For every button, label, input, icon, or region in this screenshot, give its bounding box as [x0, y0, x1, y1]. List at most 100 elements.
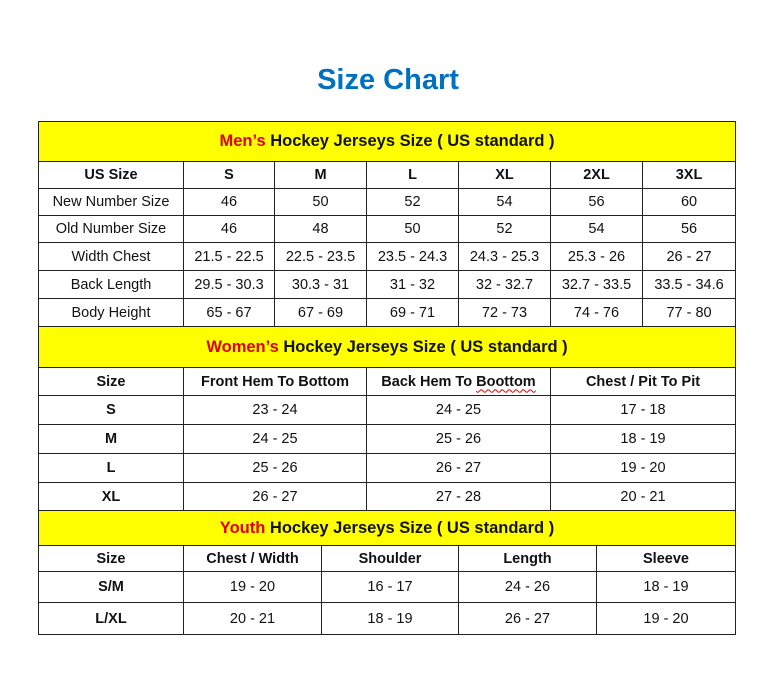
table-cell: 69 - 71 [366, 298, 459, 327]
table-cell: 22.5 - 23.5 [274, 242, 367, 271]
row-label: Body Height [38, 298, 184, 327]
table-row: M 24 - 25 25 - 26 18 - 19 [38, 424, 737, 454]
table-cell: 50 [274, 188, 367, 216]
table-cell: 26 - 27 [366, 453, 551, 483]
table-cell: 31 - 32 [366, 270, 459, 299]
table-cell: 27 - 28 [366, 482, 551, 511]
table-cell: 52 [366, 188, 459, 216]
section-title-text: Hockey Jerseys Size ( US standard ) [265, 132, 555, 150]
table-cell: 18 - 19 [549, 424, 737, 454]
table-cell: 72 - 73 [458, 298, 551, 327]
row-label: L/XL [38, 602, 184, 635]
column-header: M [274, 161, 367, 189]
table-row: L 25 - 26 26 - 27 19 - 20 [38, 453, 737, 483]
table-cell: 23 - 24 [183, 395, 367, 425]
table-cell: 56 [550, 188, 643, 216]
column-header-text: Size [96, 550, 126, 567]
section-title-accent: Women’s [206, 337, 279, 356]
column-header: Chest / Width [183, 545, 322, 572]
column-header: Size [38, 367, 184, 396]
table-cell: 26 - 27 [641, 242, 737, 271]
table-cell: 46 [183, 215, 275, 243]
table-row: Back Length 29.5 - 30.3 30.3 - 31 31 - 32 32… [38, 270, 737, 299]
table-cell: 25 - 26 [183, 453, 367, 483]
column-header: Shoulder [321, 545, 459, 572]
column-header: US Size [38, 161, 184, 189]
column-header: S [183, 161, 275, 189]
column-header-text: Back Hem To Boottom [381, 373, 536, 390]
column-header-text: S [224, 167, 234, 183]
youth-section-title: Youth Hockey Jerseys Size ( US standard … [37, 510, 737, 546]
table-cell: 54 [458, 188, 551, 216]
table-cell: 21.5 - 22.5 [183, 242, 275, 271]
column-header: Length [458, 545, 597, 572]
header-row: Size Chest / Width Shoulder Length Sleeve [38, 545, 737, 572]
womens-size-table: Women’s Hockey Jerseys Size ( US standar… [37, 326, 737, 511]
table-cell: 16 - 17 [321, 571, 459, 603]
table-cell: 18 - 19 [595, 571, 737, 603]
table-cell: 19 - 20 [595, 602, 737, 635]
column-header-text: Length [503, 550, 552, 567]
column-header-text: US Size [84, 167, 138, 183]
table-cell: 52 [458, 215, 551, 243]
table-cell: 65 - 67 [183, 298, 275, 327]
size-chart-table: Men’s Hockey Jerseys Size ( US standard … [37, 121, 737, 635]
mens-size-table: Men’s Hockey Jerseys Size ( US standard … [37, 121, 737, 327]
column-header-text: 3XL [675, 167, 703, 183]
table-cell: 67 - 69 [274, 298, 367, 327]
section-title-text: Hockey Jerseys Size ( US standard ) [278, 337, 568, 356]
column-header-text: L [408, 167, 417, 183]
row-label: XL [38, 482, 184, 511]
table-row: Width Chest 21.5 - 22.5 22.5 - 23.5 23.5 - … [38, 242, 737, 271]
column-header-text: Sleeve [643, 550, 689, 567]
column-header: L [366, 161, 459, 189]
spellcheck-underline: Boottom [476, 373, 536, 390]
column-header: Back Hem To Boottom [366, 367, 551, 396]
row-label: S [38, 395, 184, 425]
row-label: Width Chest [38, 242, 184, 271]
table-cell: 30.3 - 31 [274, 270, 367, 299]
table-cell: 32 - 32.7 [458, 270, 551, 299]
section-title-text: Hockey Jerseys Size ( US standard ) [265, 518, 555, 537]
row-label: M [38, 424, 184, 454]
table-cell: 25 - 26 [366, 424, 551, 454]
column-header: 2XL [550, 161, 643, 189]
header-row: US Size S M L XL 2XL 3XL [38, 161, 737, 189]
table-row: S/M 19 - 20 16 - 17 24 - 26 18 - 19 [38, 571, 737, 603]
column-header: 3XL [641, 161, 737, 189]
column-header: XL [458, 161, 551, 189]
table-row: Body Height 65 - 67 67 - 69 69 - 71 72 - 73 7… [38, 298, 737, 327]
youth-size-table: Youth Hockey Jerseys Size ( US standard … [37, 510, 737, 635]
mens-section-title: Men’s Hockey Jerseys Size ( US standard … [37, 121, 737, 162]
column-header-text: Size [96, 373, 126, 390]
table-cell: 18 - 19 [321, 602, 459, 635]
table-cell: 33.5 - 34.6 [641, 270, 737, 299]
table-cell: 60 [641, 188, 737, 216]
header-row: Size Front Hem To Bottom Back Hem To Boott… [38, 367, 737, 396]
table-cell: 48 [274, 215, 367, 243]
row-label: Back Length [38, 270, 184, 299]
table-cell: 19 - 20 [183, 571, 322, 603]
table-cell: 56 [641, 215, 737, 243]
table-cell: 20 - 21 [183, 602, 322, 635]
column-header: Front Hem To Bottom [183, 367, 367, 396]
table-row: S 23 - 24 24 - 25 17 - 18 [38, 395, 737, 425]
table-cell: 77 - 80 [641, 298, 737, 327]
column-header-text: Shoulder [358, 550, 422, 567]
column-header-text: Chest / Pit To Pit [585, 373, 701, 390]
table-cell: 74 - 76 [550, 298, 643, 327]
column-header: Sleeve [595, 545, 737, 572]
table-row: XL 26 - 27 27 - 28 20 - 21 [38, 482, 737, 511]
table-cell: 17 - 18 [549, 395, 737, 425]
section-title-accent: Youth [219, 518, 266, 537]
column-header-text: Chest / Width [206, 550, 299, 567]
column-header-text: Front Hem To Bottom [201, 373, 349, 390]
row-label: New Number Size [38, 188, 184, 216]
table-cell: 50 [366, 215, 459, 243]
table-cell: 23.5 - 24.3 [366, 242, 459, 271]
table-cell: 19 - 20 [549, 453, 737, 483]
column-header-text: XL [495, 167, 514, 183]
table-row: Old Number Size 46 48 50 52 54 56 [38, 215, 737, 243]
table-cell: 24 - 26 [458, 571, 597, 603]
table-cell: 32.7 - 33.5 [550, 270, 643, 299]
